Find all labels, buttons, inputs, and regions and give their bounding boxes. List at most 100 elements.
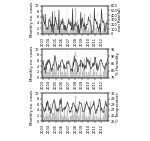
- Bar: [48, 116, 49, 121]
- Bar: [49, 69, 50, 78]
- Bar: [58, 66, 59, 78]
- Bar: [42, 66, 43, 78]
- Bar: [55, 72, 56, 78]
- Bar: [82, 28, 83, 34]
- Bar: [84, 14, 85, 34]
- Bar: [107, 116, 108, 121]
- Bar: [79, 72, 80, 78]
- Bar: [47, 28, 48, 34]
- Bar: [72, 110, 73, 121]
- Bar: [52, 69, 53, 78]
- Bar: [82, 116, 83, 121]
- Bar: [60, 20, 61, 34]
- Bar: [71, 28, 72, 34]
- Bar: [79, 116, 80, 121]
- Bar: [58, 23, 59, 34]
- Bar: [76, 116, 77, 121]
- Bar: [66, 118, 67, 121]
- Bar: [83, 25, 84, 34]
- Bar: [72, 23, 73, 34]
- Bar: [77, 63, 78, 78]
- Bar: [72, 66, 73, 78]
- Bar: [106, 107, 107, 121]
- Bar: [54, 99, 55, 121]
- Bar: [67, 110, 68, 121]
- Bar: [53, 25, 54, 34]
- Bar: [70, 28, 71, 34]
- Bar: [85, 75, 86, 78]
- Bar: [76, 72, 77, 78]
- Bar: [83, 113, 84, 121]
- Bar: [94, 116, 95, 121]
- Bar: [61, 28, 62, 34]
- Bar: [65, 28, 66, 34]
- Bar: [64, 66, 65, 78]
- Bar: [43, 25, 44, 34]
- Bar: [61, 116, 62, 121]
- Bar: [48, 72, 49, 78]
- Bar: [78, 31, 79, 34]
- Bar: [55, 116, 56, 121]
- Bar: [101, 118, 102, 121]
- Bar: [52, 25, 53, 34]
- Bar: [100, 63, 101, 78]
- Bar: [82, 72, 83, 78]
- Bar: [84, 58, 85, 78]
- Bar: [79, 28, 80, 34]
- Bar: [49, 113, 50, 121]
- Y-axis label: Monthly no. cases: Monthly no. cases: [30, 90, 34, 125]
- Bar: [65, 116, 66, 121]
- Bar: [47, 72, 48, 78]
- Bar: [100, 20, 101, 34]
- Bar: [90, 58, 91, 78]
- Bar: [90, 102, 91, 121]
- Bar: [42, 23, 43, 34]
- Bar: [47, 116, 48, 121]
- Bar: [46, 25, 47, 34]
- Bar: [83, 69, 84, 78]
- Bar: [70, 72, 71, 78]
- Bar: [89, 75, 90, 78]
- Bar: [53, 69, 54, 78]
- Bar: [73, 28, 74, 34]
- Bar: [46, 69, 47, 78]
- Bar: [53, 113, 54, 121]
- Bar: [67, 23, 68, 34]
- Bar: [106, 63, 107, 78]
- Bar: [78, 118, 79, 121]
- Bar: [107, 72, 108, 78]
- Bar: [52, 113, 53, 121]
- Bar: [64, 23, 65, 34]
- Bar: [48, 28, 49, 34]
- Bar: [67, 66, 68, 78]
- Bar: [73, 72, 74, 78]
- Bar: [94, 72, 95, 78]
- Y-axis label: % Humidity: % Humidity: [116, 52, 120, 75]
- Bar: [103, 116, 104, 121]
- Bar: [89, 31, 90, 34]
- Bar: [43, 113, 44, 121]
- Bar: [85, 31, 86, 34]
- Bar: [66, 75, 67, 78]
- Bar: [70, 116, 71, 121]
- Bar: [71, 72, 72, 78]
- Bar: [64, 110, 65, 121]
- Bar: [96, 116, 97, 121]
- Bar: [78, 75, 79, 78]
- Bar: [76, 28, 77, 34]
- Bar: [54, 55, 55, 78]
- Y-axis label: °C Temperature: °C Temperature: [116, 92, 120, 123]
- Bar: [60, 107, 61, 121]
- Bar: [101, 31, 102, 34]
- Y-axis label: mm Rainfall: mm Rainfall: [118, 8, 122, 31]
- Bar: [85, 118, 86, 121]
- Bar: [61, 72, 62, 78]
- Bar: [77, 107, 78, 121]
- Bar: [94, 28, 95, 34]
- Y-axis label: Monthly no. cases: Monthly no. cases: [30, 2, 34, 37]
- Bar: [84, 102, 85, 121]
- Bar: [71, 116, 72, 121]
- Bar: [88, 28, 89, 34]
- Bar: [101, 75, 102, 78]
- Bar: [96, 28, 97, 34]
